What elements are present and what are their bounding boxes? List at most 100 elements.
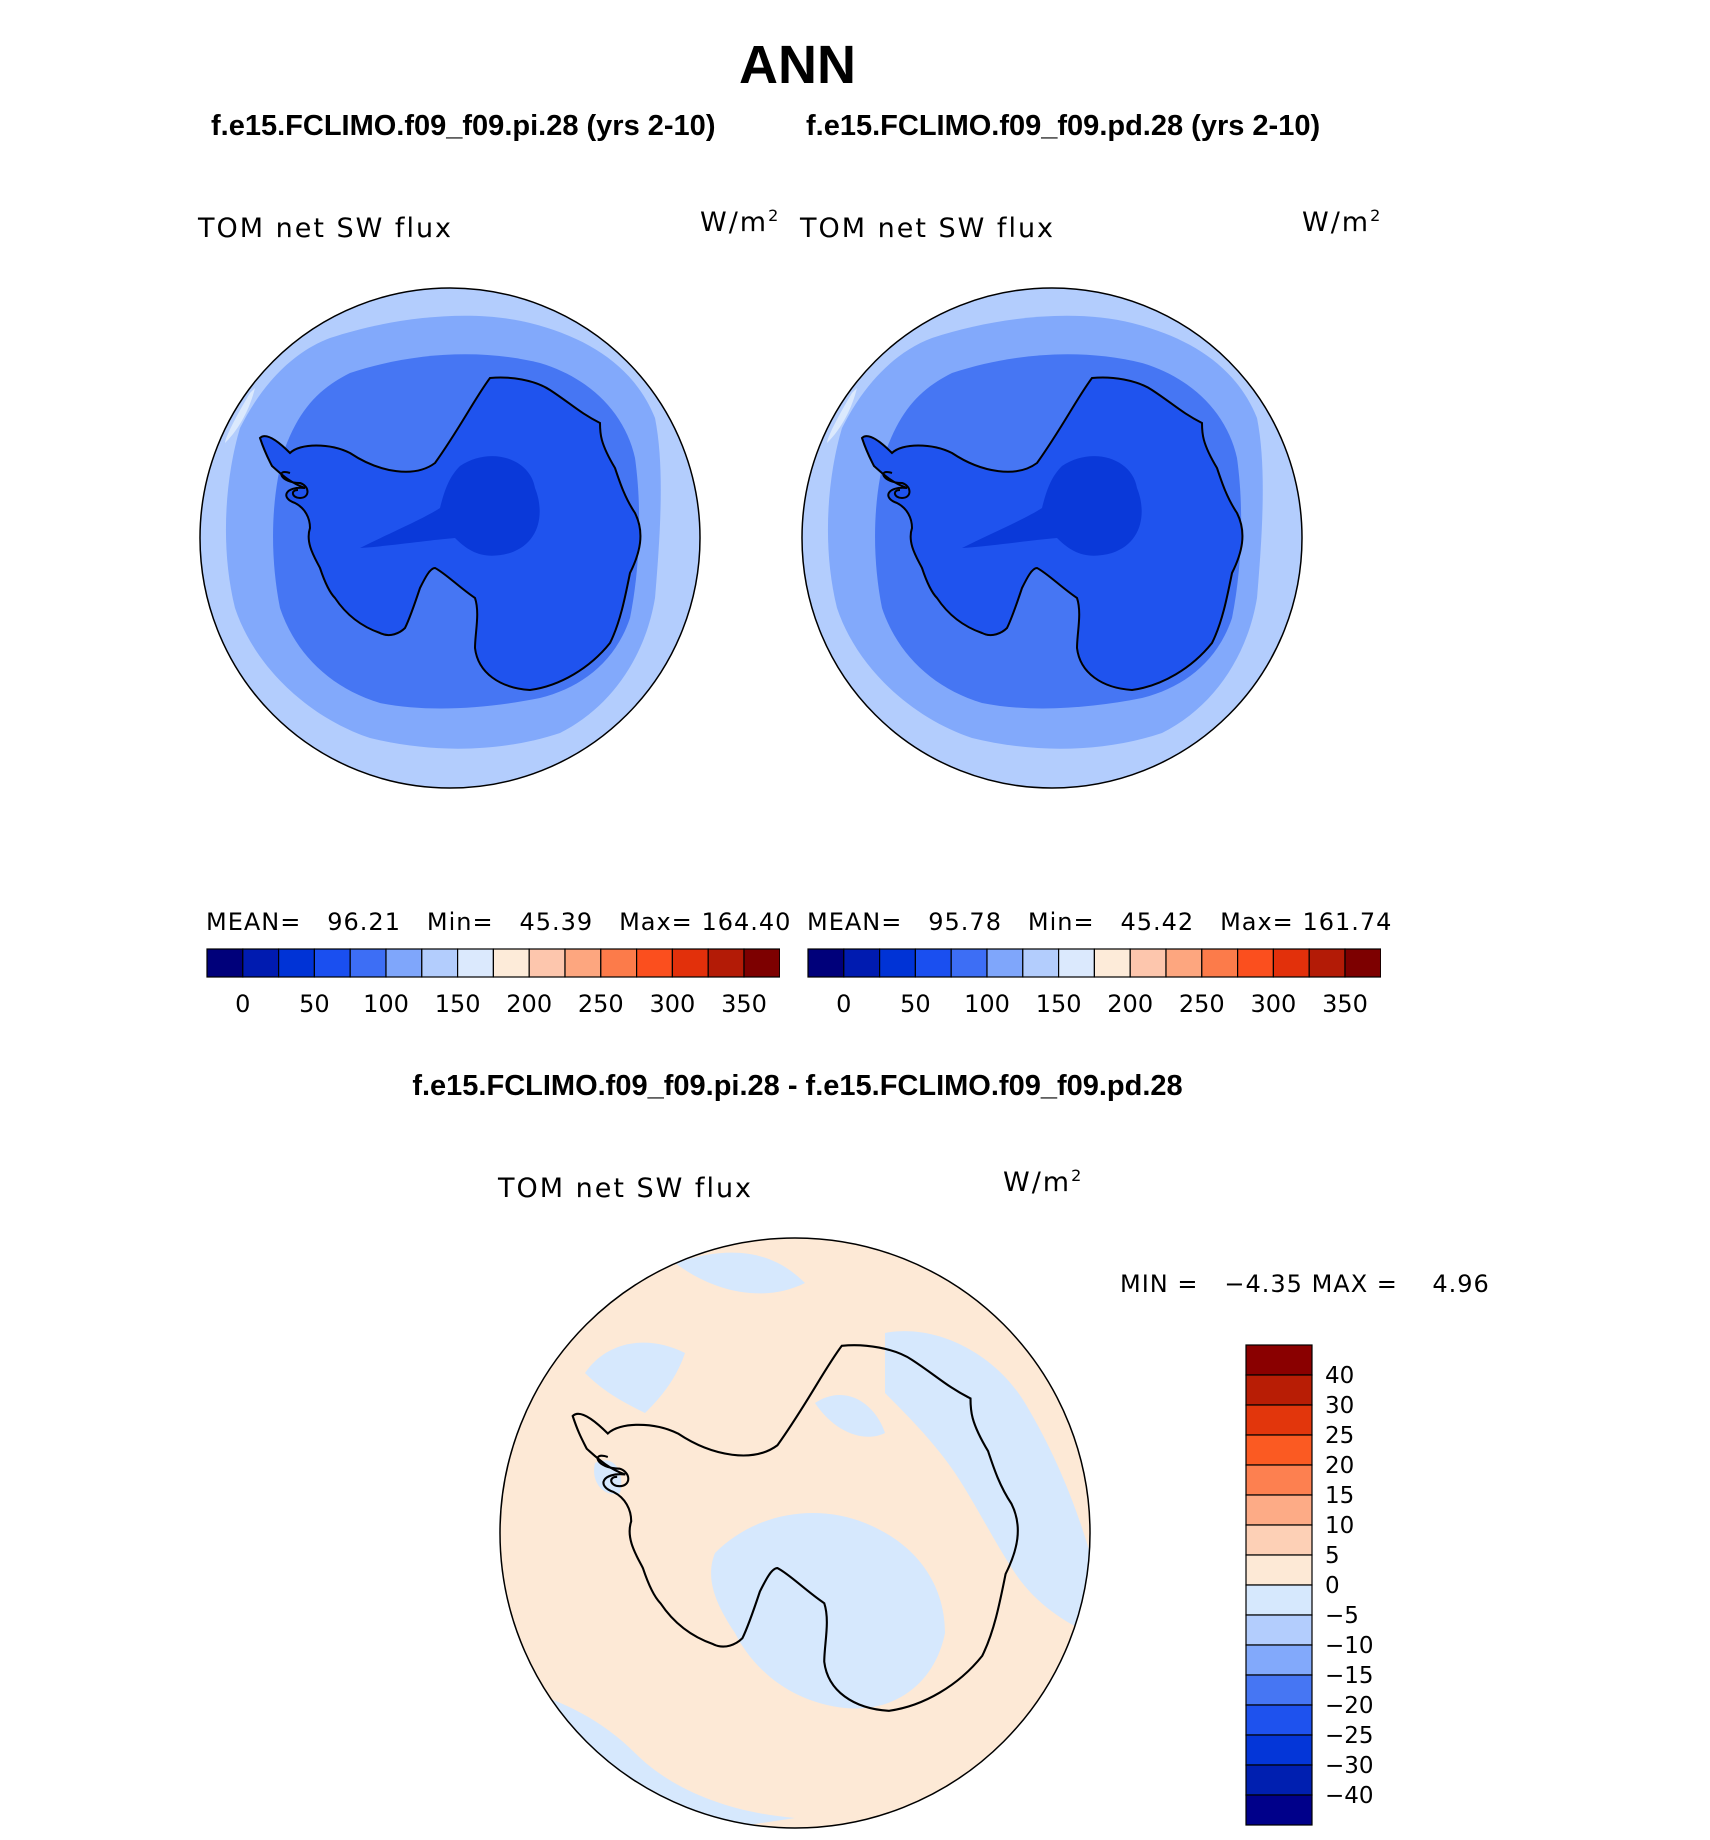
colorbar-tick-label: 250 [1179, 990, 1225, 1018]
colorbar-swatch [1245, 1704, 1313, 1736]
colorbar-tick-label: 300 [1250, 990, 1296, 1018]
colorbar-tick-label: 300 [649, 990, 695, 1018]
diff-units-label: W/m2 [1003, 1166, 1084, 1198]
colorbar-swatch [1272, 948, 1310, 978]
right-case-title: f.e15.FCLIMO.f09_f09.pd.28 (yrs 2-10) [806, 110, 1321, 142]
colorbar-swatch [843, 948, 881, 978]
colorbar-tick-label: 50 [900, 990, 931, 1018]
colorbar-tick-label: 350 [1322, 990, 1368, 1018]
colorbar-swatch [349, 948, 387, 978]
colorbar-tick-label: −20 [1325, 1693, 1374, 1719]
colorbar-swatch [1201, 948, 1239, 978]
colorbar-swatch [1093, 948, 1131, 978]
left-units-label: W/m2 [700, 206, 781, 238]
map-border [199, 287, 701, 789]
colorbar-swatch [1165, 948, 1203, 978]
colorbar-swatch [1237, 948, 1275, 978]
colorbar-swatch [636, 948, 674, 978]
colorbar-swatch [1022, 948, 1060, 978]
colorbar-tick-label: 10 [1325, 1513, 1354, 1539]
colorbar-tick-label: 20 [1325, 1453, 1354, 1479]
colorbar-tick-label: 100 [964, 990, 1010, 1018]
negative-anomaly [585, 1342, 685, 1413]
colorbar-swatch [1308, 948, 1346, 978]
colorbar-swatch [206, 948, 244, 978]
light-patch [827, 388, 857, 443]
colorbar-swatch [1245, 1494, 1313, 1526]
difference-polar-map [499, 1237, 1091, 1829]
colorbar-tick-label: 200 [506, 990, 552, 1018]
colorbar-tick-label: −5 [1325, 1603, 1359, 1629]
colorbar-tick-label: 150 [1036, 990, 1082, 1018]
figure-title: ANN [739, 35, 856, 95]
right-colorbar: 0 50 100 150 200 250 300 350 [807, 948, 1381, 1018]
map-border [499, 1237, 1091, 1829]
diff-min-max: MIN = −4.35 MAX = 4.96 [1120, 1270, 1490, 1298]
colorbar-tick-label: 100 [363, 990, 409, 1018]
colorbar-tick-label: 350 [721, 990, 767, 1018]
colorbar-swatch [1245, 1524, 1313, 1556]
colorbar-swatch [914, 948, 952, 978]
colorbar-swatch [1245, 1344, 1313, 1376]
right-polar-map [801, 287, 1303, 789]
colorbar-swatch [1245, 1374, 1313, 1406]
negative-anomaly [711, 1513, 945, 1709]
colorbar-swatch [1245, 1464, 1313, 1496]
colorbar-tick-label: 250 [578, 990, 624, 1018]
colorbar-swatch [421, 948, 459, 978]
negative-anomaly [675, 1252, 805, 1294]
map-border [801, 287, 1303, 789]
colorbar-swatch [528, 948, 566, 978]
colorbar-swatch [385, 948, 423, 978]
colorbar-swatch [950, 948, 988, 978]
colorbar-swatch [1245, 1734, 1313, 1766]
left-polar-map [199, 287, 701, 789]
difference-title: f.e15.FCLIMO.f09_f09.pi.28 - f.e15.FCLIM… [412, 1070, 1183, 1102]
colorbar-swatch [277, 948, 315, 978]
left-case-title: f.e15.FCLIMO.f09_f09.pi.28 (yrs 2-10) [211, 110, 716, 142]
colorbar-swatch [1245, 1794, 1313, 1826]
right-units-label: W/m2 [1302, 206, 1383, 238]
colorbar-swatch [1245, 1614, 1313, 1646]
colorbar-swatch [1245, 1434, 1313, 1466]
colorbar-swatch [1058, 948, 1096, 978]
colorbar-swatch [807, 948, 845, 978]
colorbar-swatch [671, 948, 709, 978]
colorbar-tick-label: −30 [1325, 1753, 1374, 1779]
colorbar-swatch [1129, 948, 1167, 978]
light-patch [225, 388, 255, 443]
difference-colorbar: 40 30 25 20 15 10 5 0 −5 −10 −15 −20 −25 −30 −40 [1245, 1344, 1374, 1826]
left-colorbar: 0 50 100 150 200 250 300 350 [206, 948, 780, 1018]
colorbar-swatch [492, 948, 530, 978]
colorbar-swatch [1245, 1584, 1313, 1616]
colorbar-swatch [564, 948, 602, 978]
colorbar-tick-label: 0 [836, 990, 851, 1018]
colorbar-tick-label: 0 [1325, 1573, 1340, 1599]
colorbar-tick-label: 5 [1325, 1543, 1340, 1569]
left-variable-label: TOM net SW flux [198, 213, 454, 244]
diff-variable-label: TOM net SW flux [498, 1173, 754, 1204]
colorbar-swatch [1344, 948, 1381, 978]
colorbar-tick-label: 0 [235, 990, 250, 1018]
colorbar-tick-label: 200 [1107, 990, 1153, 1018]
colorbar-tick-label: 40 [1325, 1363, 1354, 1389]
colorbar-tick-label: −15 [1325, 1663, 1374, 1689]
colorbar-swatch [1245, 1644, 1313, 1676]
colorbar-swatch [1245, 1674, 1313, 1706]
colorbar-swatch [1245, 1404, 1313, 1436]
colorbar-swatch [986, 948, 1024, 978]
right-variable-label: TOM net SW flux [800, 213, 1056, 244]
colorbar-tick-label: −10 [1325, 1633, 1374, 1659]
colorbar-swatch [600, 948, 638, 978]
colorbar-swatch [1245, 1764, 1313, 1796]
negative-anomaly [815, 1394, 885, 1437]
colorbar-swatch [878, 948, 916, 978]
colorbar-swatch [1245, 1554, 1313, 1586]
colorbar-swatch [707, 948, 745, 978]
left-stats: MEAN= 96.21 Min= 45.39 Max= 164.40 [206, 908, 792, 936]
colorbar-tick-label: 50 [299, 990, 330, 1018]
colorbar-tick-label: −40 [1325, 1783, 1374, 1809]
colorbar-tick-label: 30 [1325, 1393, 1354, 1419]
colorbar-swatch [313, 948, 351, 978]
colorbar-tick-label: 150 [435, 990, 481, 1018]
